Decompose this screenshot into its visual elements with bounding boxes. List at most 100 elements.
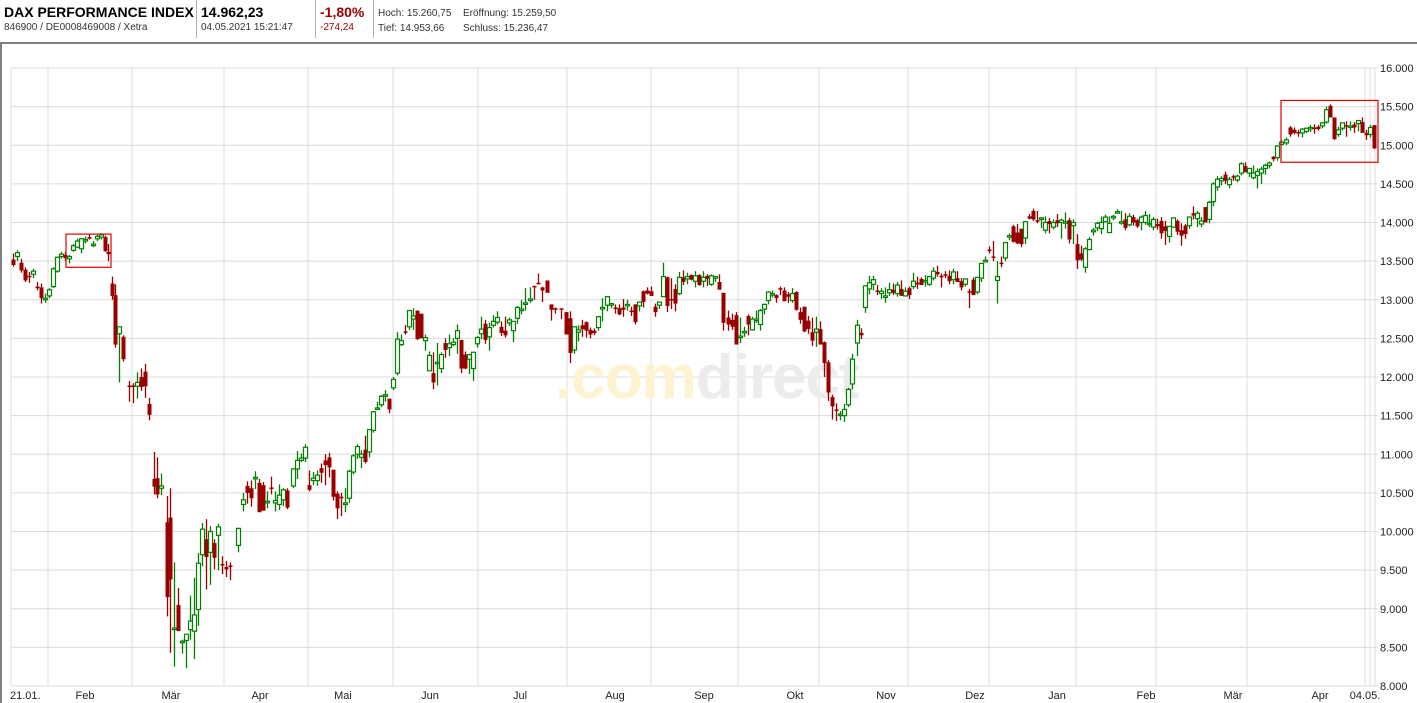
candle-down <box>1155 224 1160 227</box>
candle-up <box>252 476 259 480</box>
candle-down <box>806 320 811 330</box>
candle-up <box>390 378 397 389</box>
candle-down <box>1135 220 1140 227</box>
candle-down <box>1296 132 1301 134</box>
candle-up <box>158 485 165 489</box>
candle-up <box>1323 109 1330 123</box>
candle-up <box>1090 229 1097 233</box>
candle-down <box>967 291 972 293</box>
candle-up <box>78 238 85 250</box>
candles <box>11 104 1377 669</box>
x-tick-label: Sep <box>694 690 714 702</box>
candle-down <box>319 468 324 473</box>
candle-up <box>1006 235 1013 238</box>
x-tick-label: Okt <box>786 690 803 702</box>
candle-down <box>545 280 550 293</box>
x-tick-label: Mär <box>1224 690 1243 702</box>
candle-down <box>746 315 751 325</box>
candle-down <box>665 277 670 306</box>
candle-up <box>1142 214 1149 224</box>
y-tick-label: 14.000 <box>1380 218 1414 230</box>
candle-up <box>636 301 643 307</box>
candle-down <box>1011 226 1016 242</box>
candle-down <box>633 304 638 323</box>
candle-up <box>1110 215 1117 219</box>
candle-up <box>1303 127 1310 132</box>
candle-up <box>1355 119 1362 125</box>
candle-down <box>810 332 815 341</box>
candle-up <box>1339 122 1346 129</box>
candle-down <box>641 291 646 303</box>
candle-up <box>1042 221 1049 231</box>
candle-down <box>228 565 233 567</box>
x-tick-label: 21.01. <box>10 690 41 702</box>
candle-down <box>323 460 328 466</box>
candle-up <box>769 292 776 296</box>
chart-grid <box>10 67 1378 687</box>
candle-up <box>191 614 198 632</box>
candle-up <box>1210 183 1217 203</box>
candle-up <box>692 275 699 282</box>
candle-down <box>499 326 504 333</box>
chart-frame <box>0 44 1417 703</box>
candle-up <box>1150 218 1157 228</box>
candle-up <box>438 353 445 370</box>
candle-up <box>90 243 97 247</box>
candle-up <box>930 270 937 279</box>
candle-up <box>454 330 461 339</box>
candle-up <box>624 303 631 307</box>
high-value: Hoch: 15.260,75 <box>378 8 452 19</box>
candle-down <box>1183 225 1188 235</box>
candle-down <box>564 312 569 335</box>
highlight-box <box>65 233 112 268</box>
candle-down <box>726 317 731 325</box>
candle-down <box>143 371 148 387</box>
candle-up <box>474 337 481 345</box>
candle-down <box>19 262 24 271</box>
y-tick-label: 16.000 <box>1380 63 1414 75</box>
candle-down <box>943 274 948 276</box>
candle-up <box>1283 139 1290 144</box>
candle-down <box>87 237 92 239</box>
candle-down <box>859 332 864 336</box>
candle-down <box>919 278 924 286</box>
candle-up <box>1335 129 1342 136</box>
candle-down <box>249 488 254 499</box>
candle-up <box>1186 216 1193 227</box>
candle-down <box>891 289 896 293</box>
candle-down <box>27 275 32 278</box>
x-tick-label: 04.05. <box>1350 690 1381 702</box>
candle-down <box>459 339 464 369</box>
candle-up <box>1086 238 1093 251</box>
candle-up <box>1262 164 1269 170</box>
candle-down <box>419 313 424 339</box>
candle-up <box>366 428 373 453</box>
candle-down <box>1344 125 1349 127</box>
candle-up <box>1214 178 1221 188</box>
candle-down <box>23 269 28 281</box>
candle-down <box>987 249 992 252</box>
candle-up <box>207 530 214 553</box>
y-tick-label: 11.500 <box>1380 411 1413 423</box>
candle-up <box>870 279 877 285</box>
last-price: 14.962,23 <box>201 4 264 20</box>
candle-down <box>717 281 722 290</box>
x-tick-label: Jan <box>1048 690 1066 702</box>
candle-down <box>915 282 920 285</box>
x-tick-label: Apr <box>1311 690 1328 702</box>
candle-down <box>431 373 436 383</box>
candle-up <box>342 502 349 506</box>
candle-up <box>1098 221 1105 230</box>
candle-down <box>285 490 290 508</box>
candle-up <box>426 354 433 372</box>
candle-down <box>645 290 650 294</box>
candle-up <box>50 268 57 288</box>
candle-up <box>522 302 529 305</box>
candle-up <box>962 278 969 285</box>
candle-up <box>595 316 602 329</box>
candle-down <box>415 310 420 340</box>
candle-down <box>794 292 799 310</box>
candle-up <box>70 245 77 251</box>
candle-down <box>1075 244 1080 261</box>
